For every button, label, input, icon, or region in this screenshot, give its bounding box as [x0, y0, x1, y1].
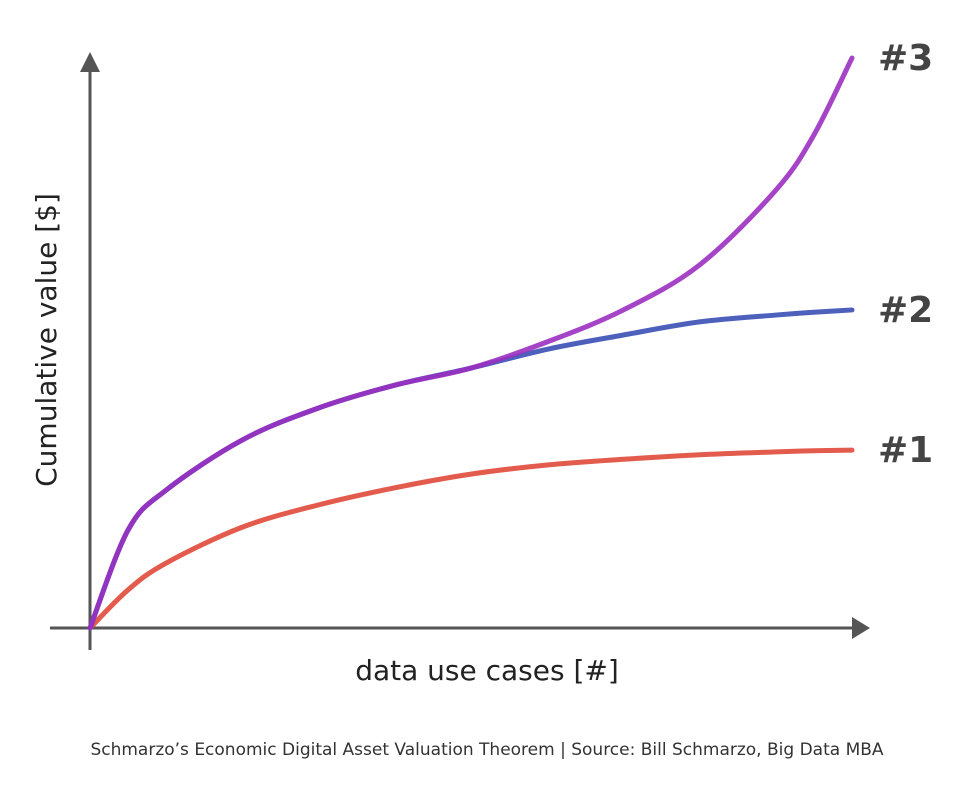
y-axis-arrow: [80, 52, 100, 72]
series-line: [87, 307, 855, 631]
series-label: #1: [878, 430, 933, 471]
x-axis-label: data use cases [#]: [355, 654, 619, 687]
series-label: #3: [878, 38, 933, 79]
series-line: [87, 55, 855, 631]
caption: Schmarzo’s Economic Digital Asset Valuat…: [90, 740, 883, 760]
y-axis-label: Cumulative value [$]: [30, 193, 63, 487]
series-line: [87, 447, 855, 631]
series-label: #2: [878, 290, 933, 331]
x-axis-arrow: [852, 617, 870, 639]
